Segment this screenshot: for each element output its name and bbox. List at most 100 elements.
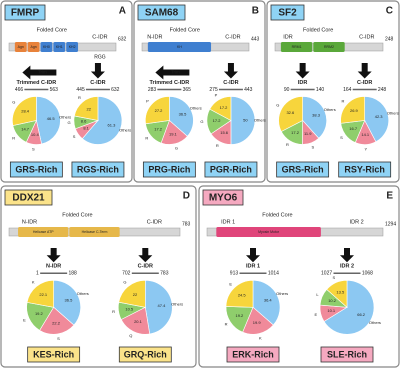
arrow <box>138 248 153 263</box>
protein-box <box>270 4 305 21</box>
domain-label: Agn <box>18 45 24 49</box>
slice-category: G <box>67 120 70 125</box>
region-title: IDR 2 <box>340 264 354 270</box>
sequence-length: 632 <box>118 36 127 42</box>
panel-letter: C <box>386 6 393 17</box>
panel-letter: B <box>252 6 259 17</box>
range-end: 248 <box>378 87 387 93</box>
arrow <box>246 248 260 263</box>
region-title: Trimmed C-IDR <box>150 80 190 86</box>
region-label: IDR 2 <box>350 219 364 225</box>
pie-slice <box>145 279 173 335</box>
protein-name: SF2 <box>278 8 297 19</box>
slice-value: 11.9 <box>304 131 312 136</box>
pie-title: RSY-Rich <box>344 164 385 174</box>
domain <box>14 42 27 52</box>
slice-category: S <box>73 134 76 139</box>
range-start: 1 <box>36 271 39 277</box>
region-title: IDR <box>298 80 308 86</box>
slice-value: 61.3 <box>108 123 117 128</box>
range-start: 90 <box>284 87 290 93</box>
domain <box>27 42 40 52</box>
sequence-length: 1294 <box>385 221 396 227</box>
pie-title: KES-Rich <box>33 349 74 359</box>
slice-value: 8.6 <box>81 119 87 124</box>
slice-value: 19.9 <box>253 320 262 325</box>
slice-category: R <box>145 136 148 141</box>
slice-value: 10.2 <box>328 298 337 303</box>
range-start: 466 <box>15 87 24 93</box>
core-label: Folded Core <box>37 27 67 33</box>
slice-category: Others <box>119 128 131 133</box>
arrow <box>223 63 238 79</box>
region-title: IDR 1 <box>246 264 260 270</box>
slice-value: 50 <box>243 118 248 123</box>
slice-value: 47.4 <box>158 303 167 308</box>
protein-box <box>202 189 244 206</box>
slice-category: G <box>123 280 126 285</box>
slice-category: S <box>332 275 335 280</box>
arrow <box>295 63 310 79</box>
domain-label: KH1 <box>56 45 63 49</box>
region-title: N-IDR <box>46 264 61 270</box>
pie-slice <box>81 96 123 145</box>
pie-title-box <box>71 161 125 178</box>
slice-value: 17.2 <box>154 127 163 132</box>
slice-value: 36.5 <box>65 298 74 303</box>
region-title: C-IDR <box>357 80 372 86</box>
slice-value: 13.5 <box>336 290 345 295</box>
sequence-length: 248 <box>385 36 394 42</box>
range-start: 702 <box>122 271 131 277</box>
slice-category: S <box>312 145 315 150</box>
domain-label: KH2 <box>69 45 76 49</box>
range-start: 283 <box>148 87 157 93</box>
slice-value: 10.4 <box>31 132 40 137</box>
panel-letter: D <box>183 191 190 202</box>
slice-value: 20.1 <box>134 319 143 324</box>
region-label: N-IDR <box>22 219 37 225</box>
region-title: C-IDR <box>223 80 238 86</box>
pie-title-box <box>118 346 172 363</box>
slice-value: 8.1 <box>83 126 89 131</box>
pie-title: GRQ-Rich <box>124 349 167 359</box>
slice-category: Others <box>369 320 381 325</box>
slice-value: 19.2 <box>35 311 44 316</box>
slice-category: G <box>200 119 203 124</box>
protein-name: DDX21 <box>12 193 45 204</box>
slice-category: R <box>112 309 115 314</box>
pie-title: RGS-Rich <box>77 164 119 174</box>
panel-frame <box>198 185 400 368</box>
panel-frame <box>266 0 400 183</box>
domain-label: KH0 <box>43 45 50 49</box>
domain-label: RRM1 <box>292 45 302 49</box>
range-end: 188 <box>69 271 78 277</box>
pie-slice <box>39 306 75 335</box>
slice-value: 19.2 <box>235 313 244 318</box>
domain <box>69 227 120 237</box>
pie-title-box <box>276 161 330 178</box>
trim-label: Trim <box>171 70 180 75</box>
slice-category: K <box>32 280 35 285</box>
range-end: 632 <box>111 87 120 93</box>
domain-label: KH <box>177 45 182 49</box>
region-title: C-IDR <box>138 264 153 270</box>
slice-value: 10.5 <box>125 307 134 312</box>
pie-slice <box>118 279 146 308</box>
pie-title-box <box>142 161 196 178</box>
slice-category: Others <box>387 111 399 116</box>
range-end: 365 <box>183 87 192 93</box>
trim-arrow <box>22 65 57 80</box>
domain <box>216 227 321 237</box>
slice-value: 38.3 <box>312 112 321 117</box>
range-end: 1014 <box>268 271 279 277</box>
slice-value: 32.6 <box>286 110 295 115</box>
slice-value: 19.1 <box>169 131 178 136</box>
arrow <box>340 248 354 263</box>
pie-title-box <box>204 161 258 178</box>
slice-value: 10.1 <box>327 308 336 313</box>
slice-category: Others <box>190 106 202 111</box>
slice-value: 27.2 <box>155 108 164 113</box>
region-label: C-IDR <box>92 34 107 40</box>
pie-slice <box>12 96 37 126</box>
slice-value: 36.4 <box>264 298 273 303</box>
